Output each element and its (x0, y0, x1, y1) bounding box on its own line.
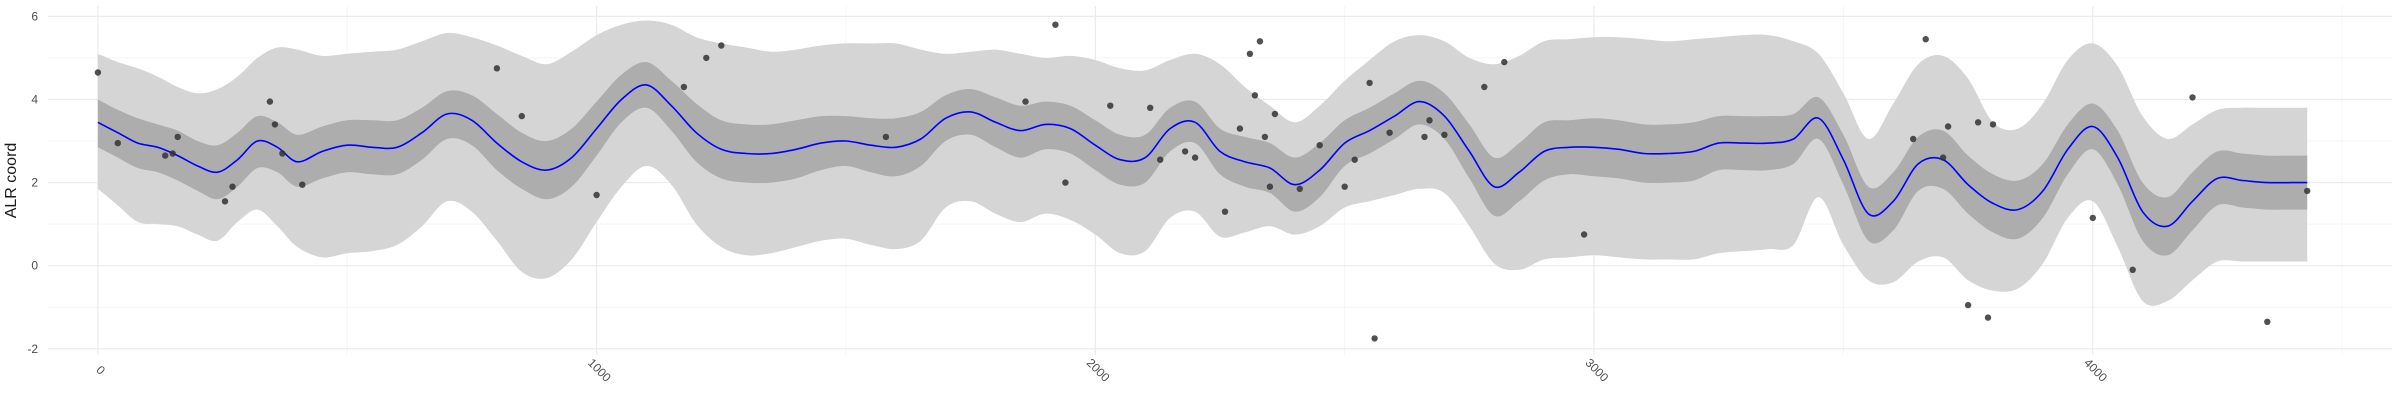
data-point (221, 198, 229, 205)
data-point (1366, 79, 1373, 87)
y-tick-label: 4 (31, 92, 38, 106)
data-point (518, 112, 525, 120)
y-axis-tick-labels: -2 0 2 4 6 (27, 9, 38, 355)
data-point (1261, 133, 1269, 141)
data-point (1296, 185, 1304, 192)
observation-points (94, 21, 2311, 342)
data-point (1181, 148, 1189, 155)
data-point (2189, 94, 2196, 101)
data-point (1481, 83, 1488, 91)
data-point (266, 98, 274, 105)
data-point (2089, 214, 2096, 222)
data-point (229, 183, 236, 190)
data-point (593, 191, 600, 199)
data-point (1191, 154, 1199, 161)
data-point (1989, 121, 1997, 128)
data-point (1221, 208, 1229, 215)
data-point (1147, 104, 1154, 112)
data-point (1107, 102, 1114, 109)
data-point (1441, 131, 1448, 138)
y-tick-label: 6 (31, 9, 38, 23)
data-point (1939, 154, 1947, 161)
y-tick-label: 0 (31, 259, 38, 273)
data-point (162, 152, 169, 159)
data-point (94, 69, 102, 76)
data-point (2304, 187, 2311, 195)
data-point (1341, 183, 1348, 190)
data-point (1351, 156, 1358, 163)
data-point (718, 42, 725, 49)
data-point (2129, 266, 2136, 273)
data-point (1271, 110, 1279, 118)
data-point (1157, 156, 1164, 163)
data-point (1022, 98, 1029, 105)
data-point (1371, 335, 1378, 342)
data-point (1052, 21, 1059, 28)
data-point (1246, 50, 1254, 57)
data-point (1251, 92, 1259, 99)
data-point (1964, 301, 1972, 309)
data-point (174, 133, 181, 141)
data-point (882, 133, 890, 141)
inner-interval-band (97, 62, 2308, 256)
data-point (493, 65, 501, 72)
data-point (1236, 125, 1244, 132)
data-point (1386, 129, 1393, 136)
data-point (1501, 58, 1508, 66)
data-point (2264, 318, 2271, 325)
data-point (1426, 117, 1433, 124)
y-tick-label: 2 (31, 176, 38, 190)
data-point (271, 121, 279, 128)
data-point (299, 181, 306, 188)
data-point (1316, 142, 1323, 149)
data-point (1421, 133, 1428, 141)
data-point (1062, 179, 1069, 186)
data-point (680, 83, 688, 91)
y-axis-title: ALR coord (3, 143, 20, 219)
data-point (1266, 183, 1274, 190)
data-point (1256, 38, 1264, 45)
y-tick-label: -2 (27, 342, 38, 356)
data-point (1944, 123, 1952, 130)
data-point (703, 54, 710, 62)
data-point (169, 150, 176, 157)
data-point (279, 150, 286, 157)
data-point (1922, 36, 1929, 43)
data-point (1580, 231, 1588, 238)
data-point (1974, 119, 1982, 126)
data-point (1910, 135, 1917, 143)
data-point (114, 139, 122, 147)
data-point (1984, 314, 1992, 321)
